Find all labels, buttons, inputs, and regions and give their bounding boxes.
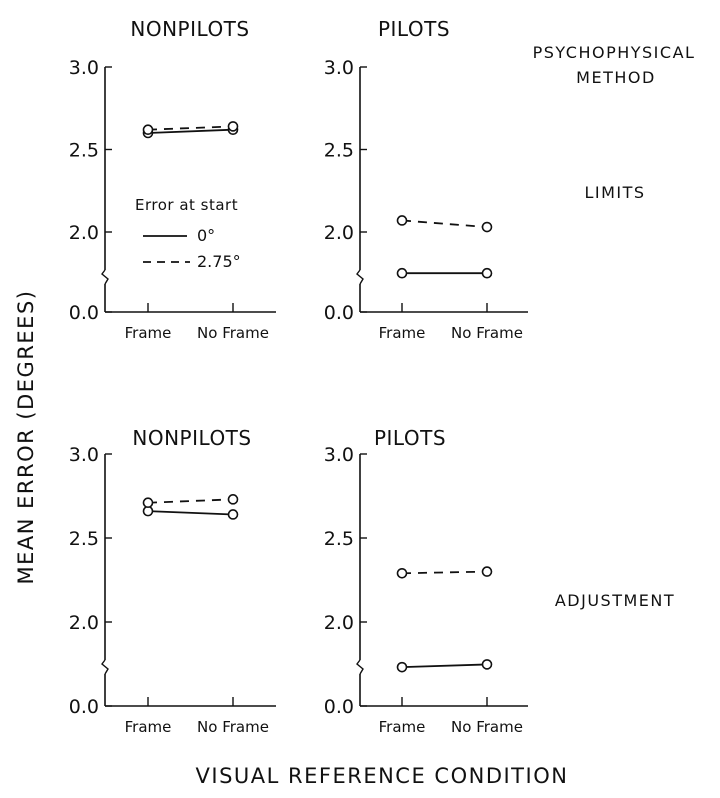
panel-3: NONPILOTS 0.0 2.0 2.5 3.0 Frame No Frame [69, 426, 276, 736]
series-line-solid [147, 128, 234, 134]
panel-title: NONPILOTS [130, 17, 249, 41]
axis-break [356, 659, 364, 675]
data-point-dashed [396, 567, 408, 579]
y-tick-label: 2.5 [69, 528, 99, 550]
panel-title: PILOTS [374, 426, 446, 450]
y-tick-label: 3.0 [69, 57, 99, 79]
y-tick-label: 2.5 [69, 140, 99, 162]
panel-1: NONPILOTS 0.0 2.0 2.5 3.0 Frame No Frame [69, 17, 276, 342]
data-point-solid [396, 267, 408, 279]
data-point-dashed [142, 497, 154, 509]
y-tick-label: 2.0 [324, 612, 354, 634]
legend-title: Error at start [135, 196, 238, 214]
data-point-dashed [481, 221, 493, 233]
panel-title: NONPILOTS [132, 426, 251, 450]
axis-break [101, 659, 109, 675]
x-axis-label: VISUAL REFERENCE CONDITION [196, 764, 569, 788]
panel-title: PILOTS [378, 17, 450, 41]
x-tick-label: Frame [379, 718, 426, 736]
data-point-solid [227, 509, 239, 520]
x-tick-label: No Frame [197, 324, 269, 342]
x-tick-label: No Frame [451, 324, 523, 342]
legend: Error at start 0° 2.75° [135, 196, 241, 271]
y-tick-label: 3.0 [324, 57, 354, 79]
axis-break [101, 269, 109, 285]
y-tick-label: 2.0 [69, 222, 99, 244]
x-tick-label: No Frame [197, 718, 269, 736]
axis-break [356, 269, 364, 285]
series-line-dashed [401, 219, 488, 228]
y-tick-label: 2.5 [324, 140, 354, 162]
data-point-solid [481, 659, 493, 670]
y-tick-label: 0.0 [324, 696, 354, 718]
y-axis-label: MEAN ERROR (DEGREES) [14, 290, 38, 585]
data-point-dashed [227, 494, 239, 505]
x-tick-label: No Frame [451, 718, 523, 736]
legend-label-dashed: 2.75° [197, 252, 241, 271]
method-heading-line-2: METHOD [576, 68, 656, 87]
data-point-solid [481, 267, 493, 279]
method-heading-line-1: PSYCHOPHYSICAL [533, 43, 696, 62]
data-point-dashed [142, 124, 154, 135]
data-point-dashed [396, 215, 408, 226]
row-label-limits: LIMITS [584, 183, 645, 202]
y-tick-label: 0.0 [324, 302, 354, 324]
y-tick-label: 2.0 [69, 612, 99, 634]
x-tick-label: Frame [379, 324, 426, 342]
y-tick-label: 0.0 [69, 696, 99, 718]
panel-4: PILOTS 0.0 2.0 2.5 3.0 Frame No Frame [324, 426, 528, 736]
panel-2: PILOTS 0.0 2.0 2.5 3.0 Frame No Frame [324, 17, 528, 342]
series-line-solid [147, 510, 234, 516]
row-label-adjustment: ADJUSTMENT [555, 591, 675, 610]
data-point-solid [396, 661, 408, 673]
x-tick-label: Frame [125, 324, 172, 342]
series-line-dashed [147, 498, 234, 504]
y-tick-label: 3.0 [324, 444, 354, 466]
series-line-solid [401, 663, 488, 669]
data-point-dashed [227, 121, 239, 132]
series-line-dashed [147, 125, 234, 131]
series-line-dashed [401, 570, 488, 575]
legend-label-solid: 0° [197, 226, 215, 245]
data-point-dashed [481, 566, 493, 577]
y-tick-label: 3.0 [69, 444, 99, 466]
y-tick-label: 0.0 [69, 302, 99, 324]
y-tick-label: 2.5 [324, 528, 354, 550]
x-tick-label: Frame [125, 718, 172, 736]
y-tick-label: 2.0 [324, 222, 354, 244]
